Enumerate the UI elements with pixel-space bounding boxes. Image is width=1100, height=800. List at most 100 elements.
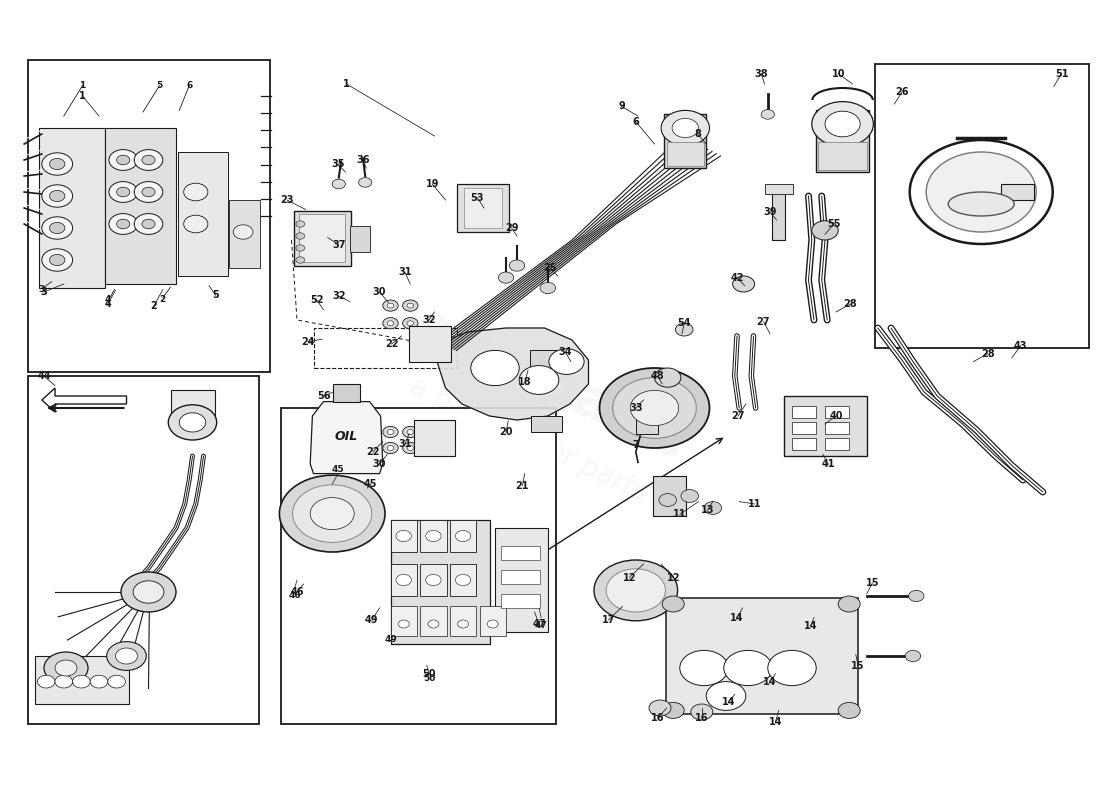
Circle shape [90, 675, 108, 688]
Text: 38: 38 [755, 69, 768, 78]
Circle shape [109, 150, 138, 170]
Text: 30: 30 [373, 287, 386, 297]
Circle shape [654, 368, 681, 387]
Bar [825, 422, 849, 434]
Text: 53: 53 [471, 193, 484, 202]
Text: 46: 46 [288, 591, 301, 601]
Circle shape [293, 485, 372, 542]
Bar [420, 564, 447, 596]
Text: 13: 13 [701, 506, 714, 515]
Circle shape [649, 700, 671, 716]
Text: 43: 43 [1014, 341, 1027, 350]
Bar [390, 606, 417, 636]
Bar [390, 564, 417, 596]
Circle shape [168, 405, 217, 440]
Text: 45: 45 [364, 479, 377, 489]
Bar [28, 60, 270, 372]
Circle shape [455, 574, 471, 586]
Circle shape [905, 650, 921, 662]
Bar [178, 152, 228, 276]
Circle shape [825, 111, 860, 137]
Circle shape [426, 574, 441, 586]
Text: 7: 7 [632, 440, 639, 450]
Circle shape [387, 446, 394, 450]
Circle shape [909, 590, 924, 602]
Circle shape [812, 102, 873, 146]
Circle shape [662, 596, 684, 612]
Text: 27: 27 [732, 411, 745, 421]
Text: 20: 20 [499, 427, 513, 437]
Circle shape [498, 272, 514, 283]
Circle shape [179, 413, 206, 432]
Bar [530, 350, 563, 368]
Circle shape [37, 675, 55, 688]
Circle shape [768, 650, 816, 686]
Text: 32: 32 [422, 315, 436, 325]
Text: 14: 14 [730, 614, 744, 623]
Ellipse shape [948, 192, 1014, 216]
Text: 27: 27 [757, 317, 770, 326]
Bar [104, 128, 176, 284]
Text: 28: 28 [844, 299, 857, 309]
Bar [480, 606, 506, 636]
Circle shape [134, 182, 163, 202]
Text: 42: 42 [730, 273, 744, 282]
Bar [350, 226, 370, 252]
Circle shape [133, 581, 164, 603]
Bar [229, 200, 260, 268]
Text: 18: 18 [518, 378, 531, 387]
Circle shape [403, 318, 418, 329]
Text: 8: 8 [694, 129, 701, 138]
Circle shape [310, 498, 354, 530]
Text: 25: 25 [543, 263, 557, 273]
Bar [450, 564, 476, 596]
Circle shape [407, 321, 414, 326]
Circle shape [279, 475, 385, 552]
Circle shape [42, 217, 73, 239]
Circle shape [458, 620, 469, 628]
Text: 30: 30 [373, 459, 386, 469]
Circle shape [42, 153, 73, 175]
Text: 15: 15 [866, 578, 879, 588]
Circle shape [233, 225, 253, 239]
Circle shape [398, 620, 409, 628]
Bar [664, 114, 706, 168]
Text: 2: 2 [160, 295, 166, 305]
Text: 40: 40 [829, 411, 843, 421]
Circle shape [428, 620, 439, 628]
Bar [818, 142, 867, 170]
Text: 12: 12 [623, 573, 636, 582]
Circle shape [184, 215, 208, 233]
Circle shape [681, 490, 698, 502]
Circle shape [403, 426, 418, 438]
Text: 6: 6 [186, 81, 192, 90]
Circle shape [50, 222, 65, 234]
Bar [1001, 184, 1034, 200]
Circle shape [812, 221, 838, 240]
Text: 14: 14 [769, 717, 782, 726]
Circle shape [296, 221, 305, 227]
Text: 49: 49 [384, 635, 397, 645]
Circle shape [383, 442, 398, 454]
Text: 14: 14 [763, 677, 777, 686]
Circle shape [50, 158, 65, 170]
Circle shape [116, 648, 138, 664]
Circle shape [142, 187, 155, 197]
Text: 16: 16 [651, 714, 664, 723]
Text: 49: 49 [365, 615, 378, 625]
Circle shape [396, 530, 411, 542]
Bar [390, 520, 417, 552]
Bar [874, 64, 1089, 348]
Bar [170, 390, 214, 422]
Bar [390, 520, 490, 644]
Circle shape [55, 660, 77, 676]
Bar [414, 420, 455, 456]
Bar [636, 410, 658, 434]
Bar [409, 326, 451, 362]
Bar [500, 570, 540, 584]
Circle shape [675, 323, 693, 336]
Text: 31: 31 [398, 439, 411, 449]
Circle shape [296, 233, 305, 239]
Circle shape [387, 321, 394, 326]
Circle shape [296, 257, 305, 263]
